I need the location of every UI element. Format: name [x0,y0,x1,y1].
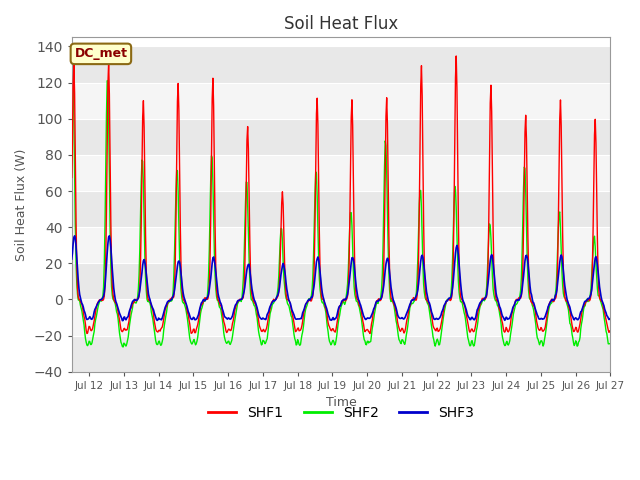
Legend: SHF1, SHF2, SHF3: SHF1, SHF2, SHF3 [202,400,479,425]
X-axis label: Time: Time [326,396,356,409]
Bar [72,83,611,119]
Text: DC_met: DC_met [74,48,127,60]
Y-axis label: Soil Heat Flux (W): Soil Heat Flux (W) [15,148,28,261]
Bar [72,119,611,155]
Bar [72,264,611,300]
Bar [72,336,611,372]
Bar [72,47,611,83]
Bar [72,191,611,227]
Bar [72,300,611,336]
Bar [72,227,611,264]
Title: Soil Heat Flux: Soil Heat Flux [284,15,398,33]
Bar [72,155,611,191]
